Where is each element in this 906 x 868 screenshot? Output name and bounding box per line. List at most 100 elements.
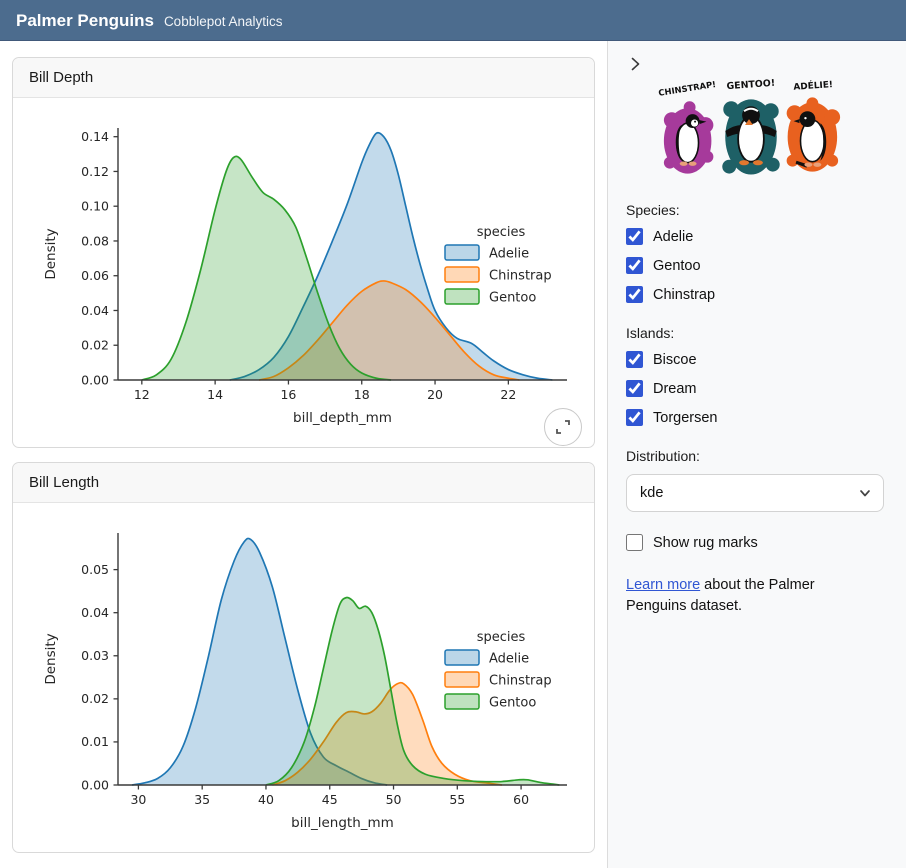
svg-text:30: 30 xyxy=(130,792,146,807)
artwork-labels: CHINSTRAP! GENTOO! ADÉLIE! xyxy=(658,78,834,98)
svg-text:bill_length_mm: bill_length_mm xyxy=(291,815,394,831)
chinstrap-label: CHINSTRAP! xyxy=(658,79,717,98)
bill-length-card-title: Bill Length xyxy=(29,474,100,491)
svg-text:0.12: 0.12 xyxy=(81,164,109,179)
svg-text:Chinstrap: Chinstrap xyxy=(489,269,552,284)
penguin-artwork: CHINSTRAP! GENTOO! ADÉLIE! xyxy=(652,75,886,192)
chinstrap-penguin xyxy=(675,114,707,166)
svg-text:species: species xyxy=(477,225,526,240)
distribution-select-wrap: kde xyxy=(626,474,886,512)
species-section: Species: Adelie Gentoo Chinstrap xyxy=(626,202,886,303)
island-checkbox-biscoe[interactable]: Biscoe xyxy=(626,351,886,368)
svg-text:0.01: 0.01 xyxy=(81,734,109,749)
svg-text:55: 55 xyxy=(449,792,465,807)
svg-text:Density: Density xyxy=(43,228,59,279)
bill-depth-card-header: Bill Depth xyxy=(13,58,594,98)
island-torgersen-input[interactable] xyxy=(626,409,643,426)
species-checkbox-adelie[interactable]: Adelie xyxy=(626,228,886,245)
bill-depth-card-title: Bill Depth xyxy=(29,69,94,86)
bill-length-card-header: Bill Length xyxy=(13,463,594,503)
distribution-section: Distribution: kde xyxy=(626,448,886,512)
island-checkbox-dream[interactable]: Dream xyxy=(626,380,886,397)
species-adelie-label: Adelie xyxy=(653,228,694,245)
species-checkbox-chinstrap[interactable]: Chinstrap xyxy=(626,286,886,303)
species-chinstrap-input[interactable] xyxy=(626,286,643,303)
app-title: Palmer Penguins xyxy=(16,11,154,30)
island-biscoe-label: Biscoe xyxy=(653,351,697,368)
bill-depth-chart: 12 14 16 18 20 22 0.00 0.02 0.04 0.06 0.08 0.10 0.12… xyxy=(43,128,567,426)
svg-text:0.10: 0.10 xyxy=(81,199,109,214)
adelie-label: ADÉLIE! xyxy=(793,78,833,93)
svg-text:0.04: 0.04 xyxy=(81,303,109,318)
chevron-right-icon xyxy=(631,57,640,71)
svg-text:50: 50 xyxy=(386,792,402,807)
svg-text:14: 14 xyxy=(207,387,223,402)
svg-text:22: 22 xyxy=(500,387,516,402)
bill-depth-card-body: 12 14 16 18 20 22 0.00 0.02 0.04 0.06 0.08 0.10 0.12… xyxy=(13,108,594,447)
main-layout: Bill Depth 12 14 16 18 20 22 0.00 0.02 0.04 0.06 0… xyxy=(0,41,906,868)
penguin-artwork-image: CHINSTRAP! GENTOO! ADÉLIE! xyxy=(658,78,841,175)
app-subtitle: Cobblepot Analytics xyxy=(163,14,283,29)
expand-icon xyxy=(556,420,570,434)
svg-text:0.02: 0.02 xyxy=(81,691,109,706)
island-torgersen-label: Torgersen xyxy=(653,409,718,426)
bill-length-card: Bill Length 30 35 40 45 50 55 60 0.00 0.01 0.02 0.… xyxy=(12,462,595,853)
expand-fullscreen-button[interactable] xyxy=(544,408,582,446)
island-dream-label: Dream xyxy=(653,380,697,397)
svg-text:40: 40 xyxy=(258,792,274,807)
svg-text:Gentoo: Gentoo xyxy=(489,696,536,711)
svg-text:bill_depth_mm: bill_depth_mm xyxy=(293,410,392,426)
svg-text:0.03: 0.03 xyxy=(81,648,109,663)
svg-text:20: 20 xyxy=(427,387,443,402)
rug-marks-input[interactable] xyxy=(626,534,643,551)
svg-text:45: 45 xyxy=(322,792,338,807)
svg-text:Adelie: Adelie xyxy=(489,652,529,667)
gentoo-penguin xyxy=(725,106,777,166)
species-gentoo-input[interactable] xyxy=(626,257,643,274)
learn-more-link[interactable]: Learn more xyxy=(626,577,701,593)
rug-marks-label: Show rug marks xyxy=(653,534,758,551)
gentoo-label: GENTOO! xyxy=(726,78,775,92)
islands-section: Islands: Biscoe Dream Torgersen xyxy=(626,325,886,426)
svg-text:0.02: 0.02 xyxy=(81,338,109,353)
about-rest-text: about the Palmer Penguins dataset. xyxy=(626,577,815,615)
about-text: Learn more about the Palmer Penguins dat… xyxy=(626,575,876,617)
island-dream-input[interactable] xyxy=(626,380,643,397)
svg-text:Chinstrap: Chinstrap xyxy=(489,674,552,689)
svg-text:0.00: 0.00 xyxy=(81,777,109,792)
species-group-label: Species: xyxy=(626,202,680,218)
species-checkbox-gentoo[interactable]: Gentoo xyxy=(626,257,886,274)
svg-text:0.00: 0.00 xyxy=(81,372,109,387)
species-adelie-input[interactable] xyxy=(626,228,643,245)
sidebar: CHINSTRAP! GENTOO! ADÉLIE! Species: Adel… xyxy=(607,41,906,868)
svg-text:Gentoo: Gentoo xyxy=(489,291,536,306)
species-gentoo-label: Gentoo xyxy=(653,257,701,274)
distribution-label: Distribution: xyxy=(626,448,700,464)
svg-text:0.06: 0.06 xyxy=(81,268,109,283)
bill-length-card-body: 30 35 40 45 50 55 60 0.00 0.01 0.02 0.03 0.04 0.05 bi… xyxy=(13,513,594,852)
bill-depth-card: Bill Depth 12 14 16 18 20 22 0.00 0.02 0.04 0.06 0… xyxy=(12,57,595,448)
svg-text:species: species xyxy=(477,630,526,645)
main-content: Bill Depth 12 14 16 18 20 22 0.00 0.02 0.04 0.06 0… xyxy=(0,41,607,868)
svg-text:16: 16 xyxy=(280,387,296,402)
svg-text:Density: Density xyxy=(43,633,59,684)
svg-text:0.05: 0.05 xyxy=(81,562,109,577)
svg-text:0.14: 0.14 xyxy=(81,129,109,144)
bill-length-chart: 30 35 40 45 50 55 60 0.00 0.01 0.02 0.03 0.04 0.05 bi… xyxy=(43,533,567,831)
svg-text:Adelie: Adelie xyxy=(489,247,529,262)
rug-marks-checkbox[interactable]: Show rug marks xyxy=(626,534,886,551)
svg-text:0.08: 0.08 xyxy=(81,233,109,248)
sidebar-collapse-button[interactable] xyxy=(626,55,646,75)
svg-text:12: 12 xyxy=(134,387,150,402)
svg-text:35: 35 xyxy=(194,792,210,807)
species-chinstrap-label: Chinstrap xyxy=(653,286,716,303)
svg-text:18: 18 xyxy=(354,387,370,402)
app-header: Palmer Penguins Cobblepot Analytics xyxy=(0,0,906,41)
adelie-penguin xyxy=(793,111,827,168)
islands-group-label: Islands: xyxy=(626,325,675,341)
island-biscoe-input[interactable] xyxy=(626,351,643,368)
island-checkbox-torgersen[interactable]: Torgersen xyxy=(626,409,886,426)
svg-text:0.04: 0.04 xyxy=(81,605,109,620)
svg-text:60: 60 xyxy=(513,792,529,807)
distribution-select[interactable]: kde xyxy=(626,474,884,512)
